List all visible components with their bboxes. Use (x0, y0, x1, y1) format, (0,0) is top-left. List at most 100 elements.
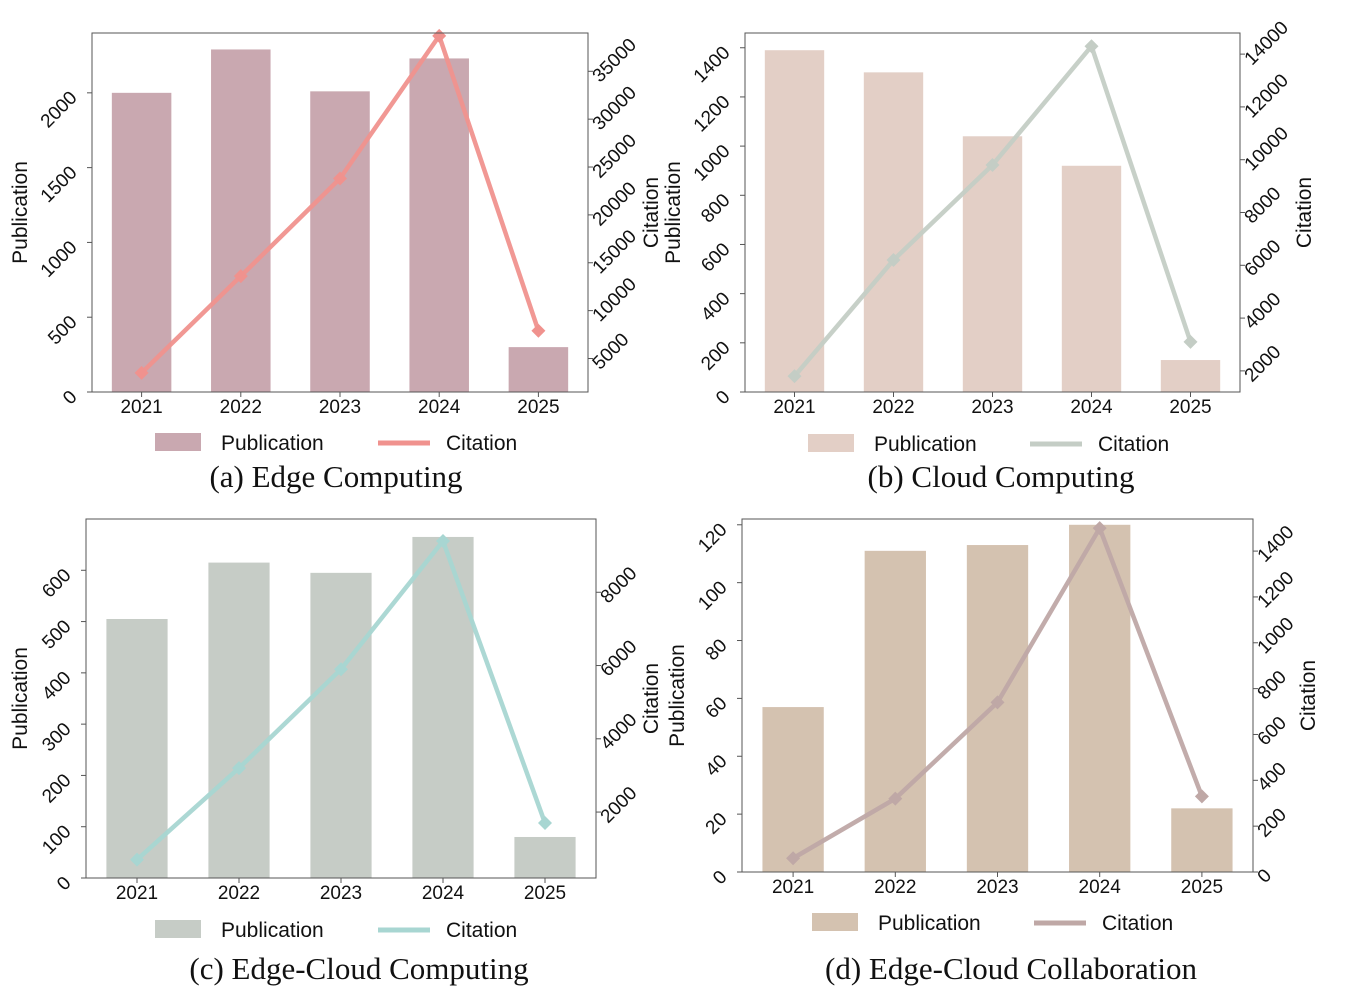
y-tick-label: 1000 (690, 141, 735, 186)
y2-tick-label: 15000 (589, 226, 641, 278)
publication-bar (1069, 524, 1131, 872)
x-tick-label: 2023 (319, 397, 361, 418)
x-tick-label: 2023 (320, 883, 362, 904)
y-tick-label: 1200 (690, 92, 735, 137)
y-tick-label: 80 (702, 635, 732, 665)
x-tick-label: 2022 (872, 397, 914, 418)
legend-label-publication: Publication (221, 919, 324, 942)
x-tick-label: 2024 (418, 397, 461, 418)
y2-tick-label: 30000 (589, 82, 641, 134)
citation-marker (1092, 521, 1107, 536)
y2-tick-label: 2000 (597, 783, 642, 828)
y2-tick-label: 4000 (1241, 289, 1286, 334)
y2-tick-label: 8000 (1241, 183, 1286, 228)
y2-tick-label: 4000 (597, 710, 642, 755)
publication-bar (1171, 808, 1233, 872)
legend-label-publication: Publication (874, 433, 977, 456)
y2-tick-label: 14000 (1241, 17, 1293, 69)
citation-marker (886, 253, 901, 268)
y-tick-label: 300 (38, 719, 75, 756)
y2-tick-label: 12000 (1241, 70, 1293, 122)
chart-panel-2: 2021 2022 2023 2024 202502004006008001000120… (662, 17, 1316, 494)
citation-marker (432, 28, 447, 43)
publication-bar (310, 91, 370, 393)
panel-caption: (c) Edge-Cloud Computing (189, 951, 528, 986)
publication-bar (1061, 165, 1122, 392)
legend: Publication Citation (155, 919, 517, 942)
y-axis-label: Publication (666, 644, 689, 747)
y2-tick-label: 6000 (1241, 236, 1286, 281)
legend-label-publication: Publication (221, 432, 324, 455)
citation-marker (1194, 789, 1209, 804)
y-tick-label: 0 (709, 867, 731, 889)
y2-tick-label: 2000 (1241, 342, 1286, 387)
x-tick-label: 2022 (874, 877, 916, 898)
y2-axis-label: Citation (1293, 177, 1316, 248)
legend: Publication Citation (812, 912, 1173, 935)
y2-tick-label: 1200 (1254, 568, 1299, 613)
x-tick-label: 2024 (422, 883, 465, 904)
y2-tick-label: 1400 (1254, 522, 1299, 567)
publication-bar (211, 49, 271, 393)
y-tick-label: 1000 (37, 237, 82, 282)
citation-marker (1183, 334, 1198, 349)
chart-panel-4: 2021 2022 2023 2024 202502040608010012002004… (666, 518, 1320, 986)
x-tick-label: 2025 (524, 883, 566, 904)
panel-caption: (b) Cloud Computing (868, 459, 1135, 494)
citation-marker (1084, 39, 1099, 54)
y-tick-label: 800 (697, 190, 734, 227)
y-tick-label: 100 (38, 821, 75, 858)
y-axis-label: Publication (9, 161, 32, 264)
y2-tick-label: 10000 (589, 274, 641, 326)
citation-marker (888, 791, 903, 806)
y2-tick-label: 400 (1254, 759, 1291, 796)
x-tick-label: 2025 (1181, 877, 1223, 898)
x-tick-label: 2024 (1070, 397, 1113, 418)
legend: Publication Citation (808, 433, 1169, 456)
publication-bar (764, 50, 825, 392)
citation-marker (134, 365, 149, 380)
y2-tick-label: 1000 (1254, 614, 1299, 659)
citation-marker (233, 269, 248, 284)
citation-marker (232, 761, 246, 776)
publication-bar (208, 562, 270, 878)
y-tick-label: 200 (38, 770, 75, 807)
x-tick-label: 2025 (517, 397, 559, 418)
publication-bar (864, 550, 926, 872)
legend-label-citation: Citation (446, 432, 517, 455)
x-tick-label: 2022 (218, 883, 260, 904)
y2-axis-label: Citation (640, 663, 663, 734)
y-tick-label: 40 (702, 751, 732, 781)
citation-marker (334, 662, 348, 677)
y2-tick-label: 6000 (597, 636, 642, 681)
y-tick-label: 400 (38, 668, 75, 705)
y-tick-label: 600 (697, 239, 734, 276)
y-axis-label: Publication (662, 161, 685, 264)
y-tick-label: 60 (702, 693, 732, 723)
y2-axis-label: Citation (1297, 660, 1320, 731)
citation-marker (130, 852, 144, 867)
y2-axis-label: Citation (640, 177, 663, 248)
citation-marker (333, 171, 347, 186)
y2-tick-label: 600 (1254, 713, 1291, 750)
y-tick-label: 1400 (690, 42, 735, 87)
publication-bar (310, 572, 372, 878)
x-tick-label: 2024 (1079, 877, 1122, 898)
y2-tick-label: 10000 (1241, 123, 1293, 175)
chart-panel-1: 2021 2022 2023 2024 2025 0 500 1000 1500 2000 5000… (9, 28, 663, 494)
citation-marker (786, 851, 801, 866)
legend-label-citation: Citation (1102, 912, 1173, 935)
y2-tick-label: 25000 (589, 130, 641, 182)
legend-label-citation: Citation (1098, 433, 1169, 456)
publication-bar (863, 72, 924, 392)
legend-label-citation: Citation (446, 919, 517, 942)
legend: Publication Citation (155, 432, 517, 455)
y-tick-label: 600 (38, 565, 75, 602)
y2-tick-label: 35000 (589, 35, 641, 87)
citation-marker (787, 369, 802, 384)
publication-bar (111, 92, 172, 392)
citation-marker (990, 695, 1005, 710)
x-tick-label: 2025 (1169, 397, 1211, 418)
y-tick-label: 1500 (37, 162, 82, 207)
